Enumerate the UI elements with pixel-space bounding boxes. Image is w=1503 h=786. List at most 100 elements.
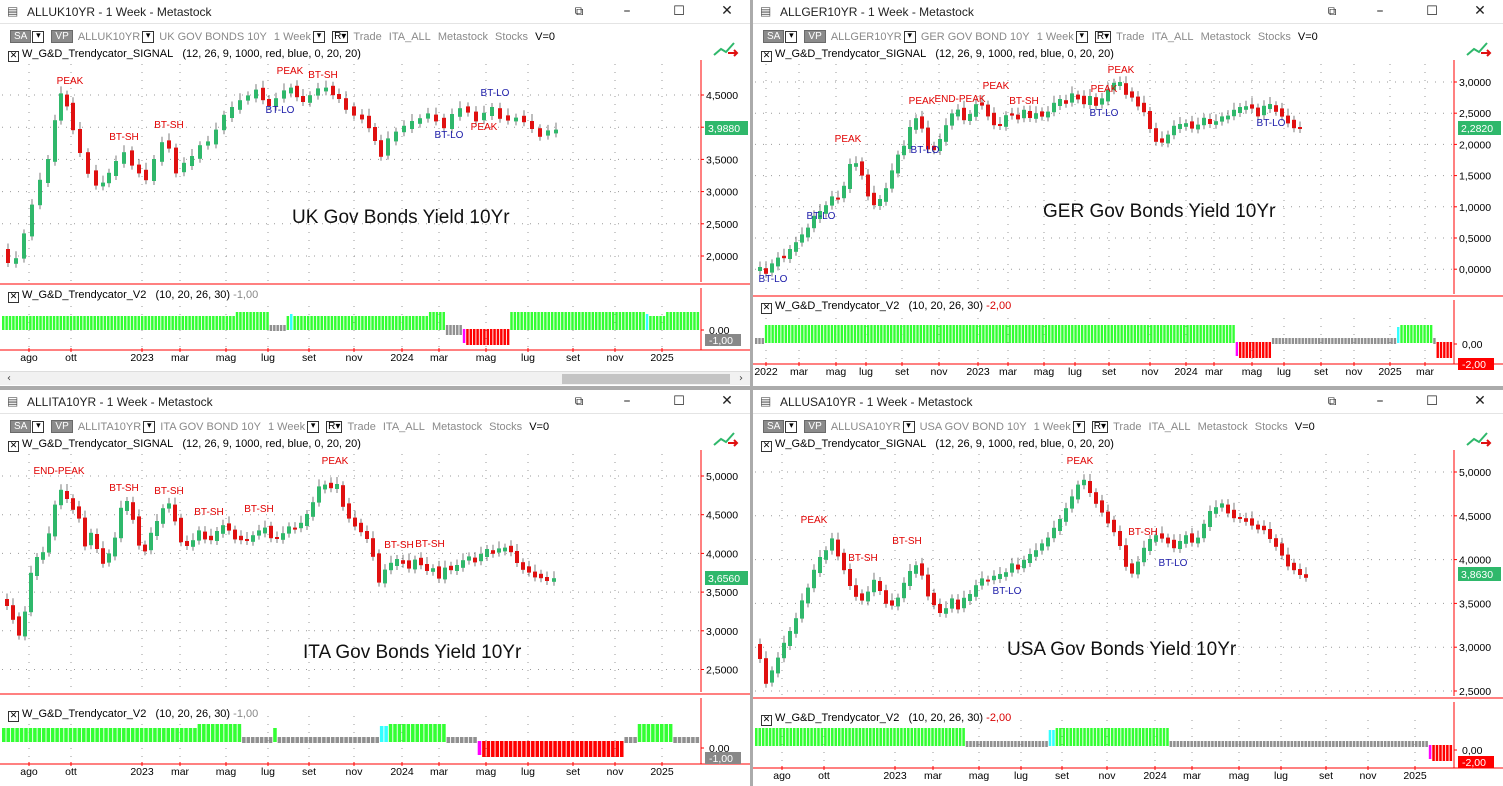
symbol-dropdown-icon[interactable]: ▾ <box>902 420 915 433</box>
vp-button[interactable]: VP <box>804 30 826 43</box>
indicator-v2-legend[interactable]: ✕ W_G&D_Trendycator_V2 (10, 20, 26, 30) -… <box>761 300 1011 314</box>
vp-button[interactable]: VP <box>51 30 73 43</box>
remove-indicator-icon[interactable]: ✕ <box>761 715 772 726</box>
r-button[interactable]: R▾ <box>1094 30 1112 43</box>
sa-button[interactable]: SA <box>763 420 785 433</box>
vp-button[interactable]: VP <box>804 420 826 433</box>
remove-indicator-icon[interactable]: ✕ <box>8 51 19 62</box>
close-icon[interactable]: ✕ <box>1474 393 1486 409</box>
window-titlebar[interactable]: ▤ ALLGER10YR - 1 Week - Metastock ⧉ – ☐ … <box>753 0 1503 24</box>
symbol-label[interactable]: ALLGER10YR <box>830 30 902 43</box>
list-label[interactable]: ITA_ALL <box>382 420 425 433</box>
restore-icon[interactable]: ⧉ <box>1327 394 1337 408</box>
minimize-icon[interactable]: – <box>1376 393 1384 409</box>
chart-window-ger[interactable]: ▤ ALLGER10YR - 1 Week - Metastock ⧉ – ☐ … <box>753 0 1503 386</box>
indicator-v2-legend[interactable]: ✕ W_G&D_Trendycator_V2 (10, 20, 26, 30) -… <box>8 708 258 722</box>
sa-dropdown-icon[interactable]: ▾ <box>785 30 798 43</box>
sa-button[interactable]: SA <box>10 420 32 433</box>
period-dropdown-icon[interactable]: ▾ <box>313 30 325 43</box>
window-titlebar[interactable]: ▤ ALLUSA10YR - 1 Week - Metastock ⧉ – ☐ … <box>753 390 1503 414</box>
chart-window-uk[interactable]: ▤ ALLUK10YR - 1 Week - Metastock ⧉ – ☐ ✕… <box>0 0 750 386</box>
maximize-icon[interactable]: ☐ <box>673 394 685 409</box>
r-button[interactable]: R▾ <box>1091 420 1109 433</box>
list-label[interactable]: ITA_ALL <box>388 30 431 43</box>
sa-button[interactable]: SA <box>763 30 785 43</box>
chart-window-ita[interactable]: ▤ ALLITA10YR - 1 Week - Metastock ⧉ – ☐ … <box>0 390 750 786</box>
sa-dropdown-icon[interactable]: ▾ <box>32 420 45 433</box>
trend-bar <box>374 316 378 330</box>
symbol-dropdown-icon[interactable]: ▾ <box>142 30 155 43</box>
indicator-v2-legend[interactable]: ✕ W_G&D_Trendycator_V2 (10, 20, 26, 30) -… <box>8 289 258 303</box>
sa-button[interactable]: SA <box>10 30 32 43</box>
sa-dropdown-icon[interactable]: ▾ <box>785 420 798 433</box>
period-label[interactable]: 1 Week <box>1036 30 1074 43</box>
close-icon[interactable]: ✕ <box>1474 3 1486 19</box>
restore-icon[interactable]: ⧉ <box>574 4 584 18</box>
candle-body <box>59 489 63 506</box>
minimize-icon[interactable]: – <box>623 3 631 19</box>
price-chart[interactable]: 5,0000 4,5000 4,0000 3,5000 3,0000 2,5000 USA … <box>753 390 1503 786</box>
trend-bar <box>983 741 986 747</box>
maximize-icon[interactable]: ☐ <box>673 4 685 19</box>
trend-check-icon[interactable] <box>712 40 740 60</box>
scroll-right-icon[interactable]: › <box>739 373 743 384</box>
list-label[interactable]: ITA_ALL <box>1148 420 1191 433</box>
price-chart[interactable]: 5,0000 4,5000 4,0000 3,5000 3,0000 2,5000 ITA … <box>0 390 750 786</box>
remove-indicator-icon[interactable]: ✕ <box>8 292 19 303</box>
period-label[interactable]: 1 Week <box>1033 420 1071 433</box>
trade-button[interactable]: Trade <box>1113 420 1142 433</box>
restore-icon[interactable]: ⧉ <box>574 394 584 408</box>
period-label[interactable]: 1 Week <box>273 30 311 43</box>
trend-bar <box>903 325 906 343</box>
period-label[interactable]: 1 Week <box>268 420 306 433</box>
indicator-signal-legend[interactable]: ✕ W_G&D_Trendycator_SIGNAL (12, 26, 9, 10… <box>761 48 1114 62</box>
indicator-signal-legend[interactable]: ✕ W_G&D_Trendycator_SIGNAL (12, 26, 9, 10… <box>8 438 361 452</box>
close-icon[interactable]: ✕ <box>721 393 733 409</box>
symbol-label[interactable]: ALLUSA10YR <box>830 420 901 433</box>
period-dropdown-icon[interactable]: ▾ <box>1072 420 1085 433</box>
vp-button[interactable]: VP <box>51 420 73 433</box>
trend-check-icon[interactable] <box>712 430 740 450</box>
symbol-dropdown-icon[interactable]: ▾ <box>903 30 916 43</box>
trade-button[interactable]: Trade <box>353 30 382 43</box>
maximize-icon[interactable]: ☐ <box>1426 394 1438 409</box>
window-titlebar[interactable]: ▤ ALLITA10YR - 1 Week - Metastock ⧉ – ☐ … <box>0 390 750 414</box>
trade-button[interactable]: Trade <box>1116 30 1145 43</box>
trend-check-icon[interactable] <box>1465 40 1493 60</box>
trend-check-icon[interactable] <box>1465 430 1493 450</box>
minimize-icon[interactable]: – <box>623 393 631 409</box>
symbol-dropdown-icon[interactable]: ▾ <box>143 420 156 433</box>
indicator-signal-legend[interactable]: ✕ W_G&D_Trendycator_SIGNAL (12, 26, 9, 10… <box>761 438 1114 452</box>
symbol-label[interactable]: ALLUK10YR <box>77 30 141 43</box>
symbol-label[interactable]: ALLITA10YR <box>77 420 142 433</box>
r-button[interactable]: R▾ <box>326 420 343 433</box>
close-icon[interactable]: ✕ <box>721 3 733 19</box>
sa-dropdown-icon[interactable]: ▾ <box>32 30 45 43</box>
remove-indicator-icon[interactable]: ✕ <box>761 441 772 452</box>
remove-indicator-icon[interactable]: ✕ <box>761 303 772 314</box>
trend-bar <box>1387 338 1390 344</box>
period-dropdown-icon[interactable]: ▾ <box>307 420 320 433</box>
minimize-icon[interactable]: – <box>1376 3 1384 19</box>
maximize-icon[interactable]: ☐ <box>1426 4 1438 19</box>
scroll-thumb[interactable] <box>562 374 730 384</box>
price-chart[interactable]: 3,0000 2,5000 2,0000 1,5000 1,0000 0,5000 0,00… <box>753 0 1503 386</box>
remove-indicator-icon[interactable]: ✕ <box>761 51 772 62</box>
remove-indicator-icon[interactable]: ✕ <box>8 711 19 722</box>
candle-body <box>402 125 406 133</box>
list-label[interactable]: ITA_ALL <box>1151 30 1194 43</box>
period-dropdown-icon[interactable]: ▾ <box>1075 30 1088 43</box>
trade-button[interactable]: Trade <box>347 420 376 433</box>
indicator-signal-legend[interactable]: ✕ W_G&D_Trendycator_SIGNAL (12, 26, 9, 10… <box>8 48 361 62</box>
trend-bar <box>1100 728 1104 746</box>
window-titlebar[interactable]: ▤ ALLUK10YR - 1 Week - Metastock ⧉ – ☐ ✕ <box>0 0 750 24</box>
restore-icon[interactable]: ⧉ <box>1327 4 1337 18</box>
indicator-v2-legend[interactable]: ✕ W_G&D_Trendycator_V2 (10, 20, 26, 30) -… <box>761 712 1011 726</box>
horizontal-scrollbar[interactable]: ‹ › <box>0 371 750 385</box>
chart-window-usa[interactable]: ▤ ALLUSA10YR - 1 Week - Metastock ⧉ – ☐ … <box>753 390 1503 786</box>
remove-indicator-icon[interactable]: ✕ <box>8 441 19 452</box>
scroll-left-icon[interactable]: ‹ <box>7 373 11 384</box>
y-tick-label: 4,5000 <box>706 90 738 102</box>
r-button[interactable]: R▾ <box>332 30 349 43</box>
